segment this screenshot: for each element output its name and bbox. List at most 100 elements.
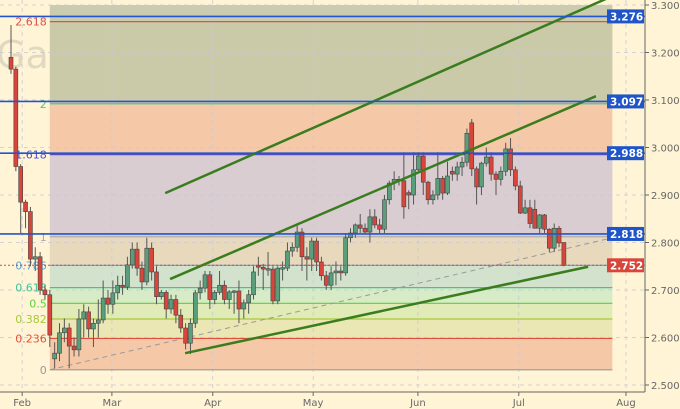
price-level-badge xyxy=(607,94,644,109)
fib-level-label: 0.382 xyxy=(15,313,47,326)
candle-body xyxy=(202,274,208,289)
candle xyxy=(411,152,416,205)
candle-body xyxy=(275,267,281,302)
candle xyxy=(183,323,188,350)
candle xyxy=(115,275,120,300)
candle-body xyxy=(343,237,348,274)
candle xyxy=(217,271,222,295)
candle xyxy=(47,290,53,347)
candle-body xyxy=(425,181,431,201)
candle xyxy=(226,290,232,309)
candle xyxy=(81,304,87,338)
candle xyxy=(382,195,387,233)
candle xyxy=(353,223,358,238)
candle-body xyxy=(260,266,266,270)
candle xyxy=(309,237,315,271)
candle-body xyxy=(217,284,222,293)
candle-body xyxy=(134,248,140,269)
candle-body xyxy=(125,264,130,288)
candle xyxy=(503,142,509,176)
candle-body xyxy=(241,302,247,310)
candle xyxy=(508,138,513,176)
candle-body xyxy=(222,284,227,300)
candle-body xyxy=(129,248,135,266)
candle xyxy=(134,242,140,276)
candle-body xyxy=(503,148,509,172)
candle-body xyxy=(178,314,184,329)
candle-body xyxy=(37,256,43,291)
fib-level-label: 1 xyxy=(40,231,47,244)
candle-body xyxy=(527,207,533,224)
candle-body xyxy=(183,327,188,344)
candle-body xyxy=(294,231,300,248)
candle xyxy=(86,306,91,338)
candle-body xyxy=(71,345,77,351)
candle-body xyxy=(362,227,368,233)
candle-body xyxy=(28,211,33,260)
candle-body xyxy=(76,318,82,351)
candle xyxy=(91,318,96,347)
candle-body xyxy=(163,292,169,310)
candle xyxy=(362,223,368,233)
candle xyxy=(207,271,213,309)
candle-body xyxy=(42,289,48,296)
candle xyxy=(357,214,363,233)
price-tick-label: 2.700 xyxy=(651,286,680,297)
price-level-label: 3.276 xyxy=(610,11,643,23)
price-tick-label: 3.300 xyxy=(651,1,680,12)
candle-body xyxy=(285,250,290,269)
candle-body xyxy=(105,297,111,305)
candle-body xyxy=(13,68,19,167)
candle-body xyxy=(435,178,441,196)
candle xyxy=(197,280,203,300)
candle xyxy=(18,164,24,233)
candle-body xyxy=(236,290,242,310)
candle-body xyxy=(353,224,358,234)
fib-zone xyxy=(49,103,613,155)
candle-body xyxy=(188,322,193,344)
candle-body xyxy=(357,224,363,229)
dashed-trend-line xyxy=(49,237,613,371)
candle xyxy=(517,180,523,214)
fib-zone xyxy=(49,154,613,237)
candle xyxy=(159,290,164,300)
candle xyxy=(522,199,528,214)
time-tick-label: May xyxy=(303,398,324,409)
candle xyxy=(256,256,261,276)
price-tick-label: 2.900 xyxy=(651,191,680,202)
candle-body xyxy=(459,161,465,168)
candle-body xyxy=(207,274,213,300)
candle-body xyxy=(304,256,310,260)
candle-body xyxy=(100,297,106,321)
candle xyxy=(236,280,242,324)
candle xyxy=(275,266,281,305)
candle-body xyxy=(382,199,387,230)
candle xyxy=(401,152,407,219)
price-tick-label: 2.500 xyxy=(651,381,680,392)
candle xyxy=(57,323,62,362)
candle xyxy=(149,242,154,281)
candle xyxy=(343,233,348,276)
price-tick-label: 3.100 xyxy=(651,96,680,107)
candle xyxy=(105,290,111,314)
price-level-badge xyxy=(607,226,644,241)
channel-trend-line xyxy=(184,265,589,355)
candle xyxy=(32,247,38,271)
candle-body xyxy=(149,247,154,273)
candle-body xyxy=(469,122,475,170)
candle xyxy=(556,225,562,248)
candle-body xyxy=(120,284,125,288)
candle xyxy=(66,323,72,369)
candle xyxy=(222,280,227,305)
candle-body xyxy=(66,327,72,347)
candle xyxy=(100,280,106,324)
candle xyxy=(547,228,552,252)
time-tick-label: Apr xyxy=(204,398,222,409)
candle-body xyxy=(47,294,53,336)
candle-body xyxy=(154,271,159,297)
candle xyxy=(323,271,329,290)
price-tick-label: 2.800 xyxy=(651,239,680,250)
candle xyxy=(425,180,431,205)
candle xyxy=(483,147,489,167)
